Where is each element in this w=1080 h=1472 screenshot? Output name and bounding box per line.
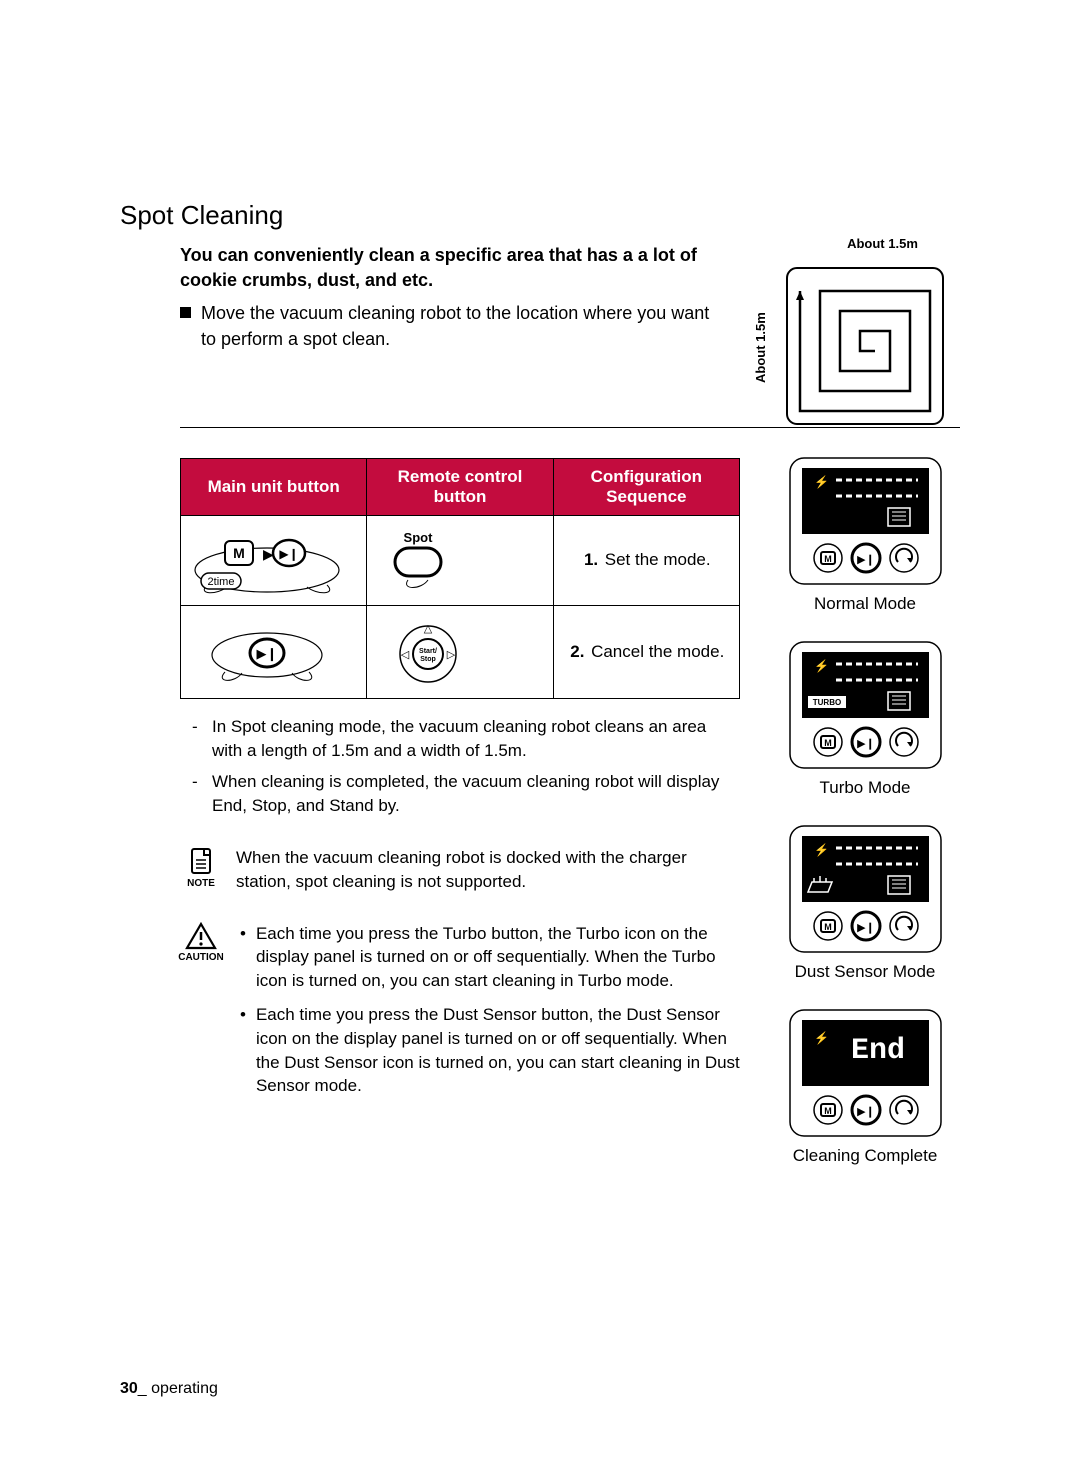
note-callout: NOTE When the vacuum cleaning robot is d… [180, 846, 740, 894]
spot-button-icon: Spot [373, 528, 463, 593]
svg-text:Start/: Start/ [419, 648, 437, 655]
remote-button-cell: Start/ Stop △ ◁ ▷ [367, 605, 553, 698]
svg-text:M: M [824, 554, 832, 564]
note-icon [186, 846, 216, 876]
table-row: ▶❙ Start/ Stop △ ◁ ▷ 2. C [181, 605, 740, 698]
page-footer: 30_ operating [120, 1380, 218, 1398]
dpad-icon: Start/ Stop △ ◁ ▷ [373, 612, 483, 692]
svg-text:⚡: ⚡ [814, 659, 829, 673]
panel-cleaning-complete: ⚡ End M ▶❙ [788, 1008, 943, 1138]
main-unit-button-cell: ▶❙ [181, 605, 367, 698]
config-table: Main unit button Remote control button C… [180, 458, 740, 699]
panel-caption: Dust Sensor Mode [795, 962, 936, 982]
note-line: In Spot cleaning mode, the vacuum cleani… [212, 715, 740, 763]
svg-text:M: M [824, 1106, 832, 1116]
table-header: Configuration Sequence [553, 458, 739, 515]
svg-text:▶❙: ▶❙ [279, 547, 298, 561]
panel-turbo-mode: ⚡ TURBO M ▶❙ [788, 640, 943, 770]
table-header: Main unit button [181, 458, 367, 515]
svg-text:2time: 2time [208, 576, 235, 588]
config-cell: 2. Cancel the mode. [553, 605, 739, 698]
caution-icon-label: CAUTION [178, 952, 224, 963]
main-unit-button-cell: M ▶ ▶❙ 2time [181, 515, 367, 605]
svg-text:End: End [850, 1034, 904, 1068]
svg-text:M: M [824, 738, 832, 748]
svg-text:TURBO: TURBO [812, 698, 840, 707]
table-header: Remote control button [367, 458, 553, 515]
unit-buttons-icon: M ▶ ▶❙ 2time [187, 525, 347, 595]
caution-icon [185, 922, 217, 950]
panel-normal-mode: ⚡ M ▶❙ [788, 456, 943, 586]
svg-text:Stop: Stop [421, 656, 437, 663]
unit-play-icon: ▶❙ [187, 617, 347, 687]
svg-text:◁: ◁ [401, 649, 410, 661]
remote-button-cell: Spot [367, 515, 553, 605]
caution-item: Each time you press the Turbo button, th… [256, 922, 740, 993]
panel-dust-sensor-mode: ⚡ M ▶❙ [788, 824, 943, 954]
intro-paragraph: Move the vacuum cleaning robot to the lo… [201, 301, 721, 351]
svg-text:▶❙: ▶❙ [857, 1106, 875, 1118]
svg-text:M: M [233, 545, 245, 561]
note-line: When cleaning is completed, the vacuum c… [212, 770, 740, 818]
table-row: M ▶ ▶❙ 2time Spot 1. [181, 515, 740, 605]
svg-text:M: M [824, 922, 832, 932]
config-cell: 1. Set the mode. [553, 515, 739, 605]
panel-caption: Cleaning Complete [793, 1146, 938, 1166]
dimension-top-label: About 1.5m [805, 236, 960, 251]
section-title: Spot Cleaning [120, 200, 960, 231]
intro-bold: You can conveniently clean a specific ar… [180, 243, 720, 293]
square-bullet-icon [180, 307, 191, 318]
display-panels: ⚡ M ▶❙ Normal Mode ⚡ TURBO M ▶❙ [770, 456, 960, 1184]
svg-text:▷: ▷ [447, 649, 456, 661]
svg-text:⚡: ⚡ [814, 843, 829, 857]
svg-text:Spot: Spot [404, 530, 434, 545]
svg-text:▶❙: ▶❙ [857, 922, 875, 934]
svg-text:▶❙: ▶❙ [257, 646, 278, 662]
note-icon-label: NOTE [187, 878, 215, 889]
svg-text:⚡: ⚡ [814, 475, 829, 489]
caution-callout: CAUTION Each time you press the Turbo bu… [180, 922, 740, 1109]
note-text: When the vacuum cleaning robot is docked… [236, 846, 740, 894]
svg-text:⚡: ⚡ [814, 1031, 829, 1045]
caution-item: Each time you press the Dust Sensor butt… [256, 1003, 740, 1098]
notes-list: -In Spot cleaning mode, the vacuum clean… [180, 715, 740, 818]
dimension-left-label: About 1.5m [753, 283, 768, 413]
svg-text:▶❙: ▶❙ [857, 738, 875, 750]
panel-caption: Normal Mode [814, 594, 916, 614]
spiral-path-icon [785, 266, 945, 426]
panel-caption: Turbo Mode [819, 778, 910, 798]
svg-text:△: △ [424, 623, 433, 635]
svg-text:▶❙: ▶❙ [857, 554, 875, 566]
separator-line [180, 427, 960, 428]
